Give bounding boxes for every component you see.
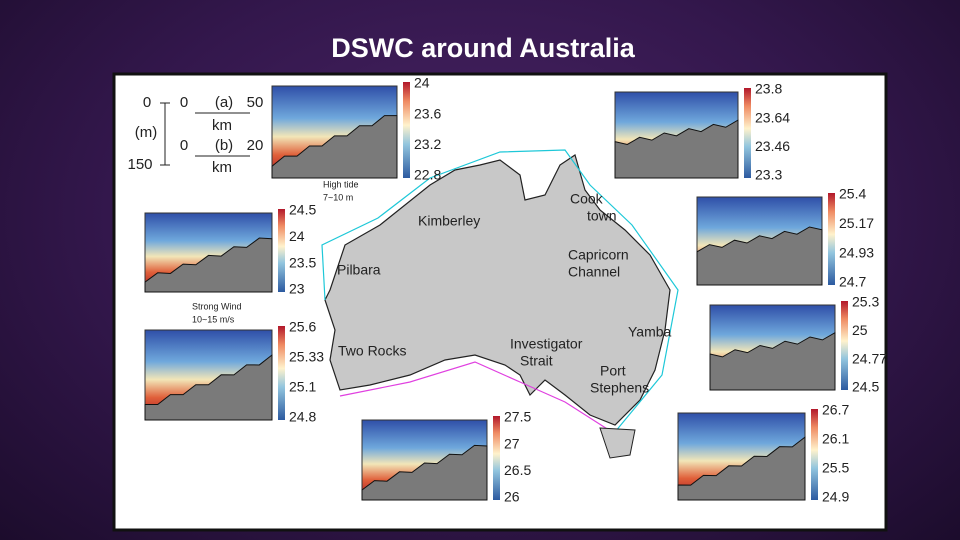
place-label: Yamba (628, 324, 672, 340)
place-label: Kimberley (418, 213, 480, 229)
section-seabed (144, 353, 273, 421)
colorbar-tick-label: 25.5 (822, 460, 849, 476)
colorbar (841, 301, 848, 390)
key-label: 0 (180, 137, 188, 154)
scale-key (160, 102, 250, 166)
place-label: town (587, 208, 617, 224)
colorbar-tick-label: 25.6 (289, 319, 316, 335)
colorbar-tick-label: 23.8 (755, 81, 782, 97)
key-label: 20 (247, 137, 264, 154)
colorbar-tick-label: 23.46 (755, 138, 790, 154)
colorbar-tick-label: 24 (414, 75, 430, 91)
colorbar-tick-label: 25.17 (839, 215, 874, 231)
key-label: (b) (215, 137, 233, 154)
colorbar-tick-label: 23.5 (289, 254, 316, 270)
colorbar-tick-label: 24.7 (839, 274, 866, 290)
colorbar-tick-label: 25 (852, 322, 868, 338)
colorbar-tick-label: 22.8 (414, 167, 441, 183)
annotation: Strong Wind (192, 301, 242, 311)
colorbar-tick-label: 25.33 (289, 349, 324, 365)
place-label: Port (600, 363, 626, 379)
colorbar (828, 193, 835, 285)
key-label: (a) (215, 94, 233, 111)
colorbar-tick-label: 23.2 (414, 136, 441, 152)
key-label: 50 (247, 94, 264, 111)
place-label: Cook (570, 191, 604, 207)
colorbar-tick-label: 25.4 (839, 186, 866, 202)
colorbar-tick-label: 24.8 (289, 409, 316, 425)
place-label: Stephens (590, 380, 649, 396)
key-label: 0 (143, 94, 151, 111)
annotation: High tide (323, 179, 359, 189)
colorbar-tick-label: 25.3 (852, 294, 879, 310)
slide-title: DSWC around Australia (331, 33, 636, 63)
colorbar (403, 82, 410, 178)
place-label: Capricorn (568, 247, 629, 263)
colorbar-tick-label: 26.1 (822, 431, 849, 447)
shelf-contour (321, 149, 679, 433)
colorbar-tick-label: 24.9 (822, 489, 849, 505)
colorbar-tick-label: 24.77 (852, 350, 887, 366)
colorbar-tick-label: 26.7 (822, 402, 849, 418)
place-label: Investigator (510, 336, 583, 352)
colorbar-tick-label: 27 (504, 435, 520, 451)
colorbar-tick-label: 23 (289, 281, 305, 297)
colorbar (278, 209, 285, 292)
colorbar-tick-label: 27.5 (504, 409, 531, 425)
key-label: km (212, 117, 232, 134)
colorbar-tick-label: 23.64 (755, 109, 790, 125)
key-label: (m) (135, 124, 158, 141)
place-label: Channel (568, 264, 620, 280)
shelf-contour (339, 361, 613, 433)
section-seabed (144, 237, 273, 293)
colorbar-tick-label: 23.6 (414, 105, 441, 121)
colorbar-tick-label: 23.3 (755, 167, 782, 183)
key-label: 0 (180, 94, 188, 111)
section-seabed (614, 119, 739, 179)
colorbar-tick-label: 24.5 (289, 202, 316, 218)
section-seabed (709, 331, 836, 391)
colorbar-tick-label: 25.1 (289, 379, 316, 395)
annotation: 10~15 m/s (192, 314, 235, 324)
colorbar (493, 416, 500, 500)
colorbar-tick-label: 26.5 (504, 462, 531, 478)
section-seabed (696, 226, 823, 286)
colorbar (278, 326, 285, 420)
mainland (324, 154, 671, 426)
australia-map (321, 149, 679, 459)
key-label: 150 (127, 156, 152, 173)
colorbar-tick-label: 26 (504, 489, 520, 505)
colorbar (811, 409, 818, 500)
place-label: Strait (520, 353, 553, 369)
colorbar-tick-label: 24 (289, 228, 305, 244)
section-seabed (361, 444, 488, 501)
colorbar-tick-label: 24.93 (839, 244, 874, 260)
colorbar (744, 88, 751, 178)
key-label: km (212, 159, 232, 176)
colorbar-tick-label: 24.5 (852, 379, 879, 395)
place-label: Pilbara (337, 262, 381, 278)
tasmania (599, 427, 636, 459)
annotation: 7~10 m (323, 192, 353, 202)
section-seabed (271, 115, 398, 179)
place-label: Two Rocks (338, 343, 406, 359)
section-seabed (677, 436, 806, 501)
